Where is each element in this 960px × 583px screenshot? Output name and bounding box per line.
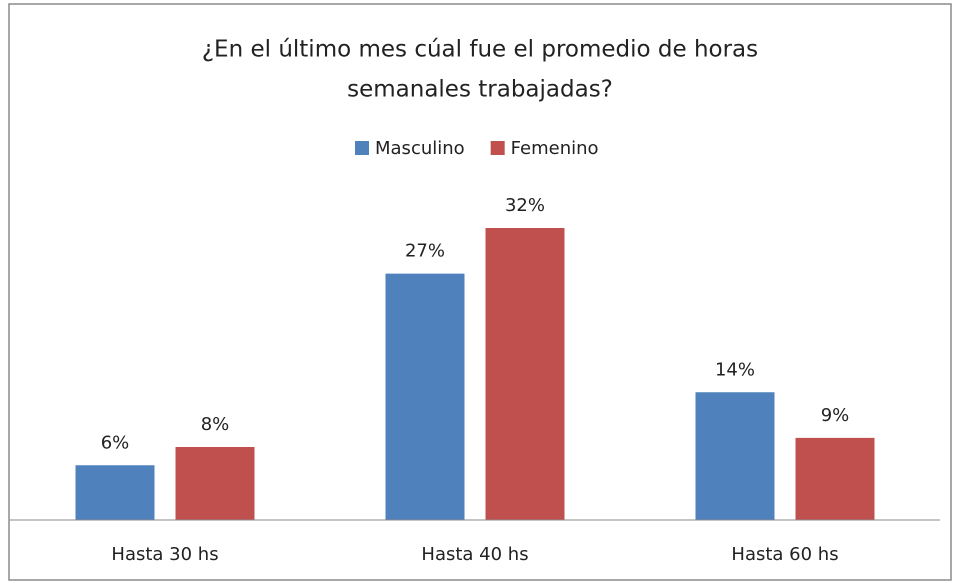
data-label: 32% — [505, 195, 545, 216]
legend-swatch — [355, 141, 369, 155]
bar — [485, 228, 565, 520]
chart-title: ¿En el último mes cúal fue el promedio d… — [202, 37, 758, 63]
x-tick-label: Hasta 30 hs — [111, 544, 218, 565]
data-label: 8% — [201, 414, 230, 435]
x-tick-label: Hasta 40 hs — [421, 544, 528, 565]
data-label: 6% — [101, 432, 130, 453]
data-label: 14% — [715, 359, 755, 380]
x-tick-label: Hasta 60 hs — [731, 544, 838, 565]
legend-label: Masculino — [375, 138, 465, 159]
data-label: 9% — [821, 405, 850, 426]
bar — [175, 447, 255, 520]
bar — [385, 273, 465, 520]
data-label: 27% — [405, 241, 445, 262]
legend-label: Femenino — [511, 138, 599, 159]
bar — [795, 437, 875, 520]
bar — [75, 465, 155, 520]
bar — [695, 392, 775, 520]
chart-title: semanales trabajadas? — [347, 77, 613, 103]
chart-frame — [8, 3, 952, 581]
legend-swatch — [490, 141, 505, 155]
